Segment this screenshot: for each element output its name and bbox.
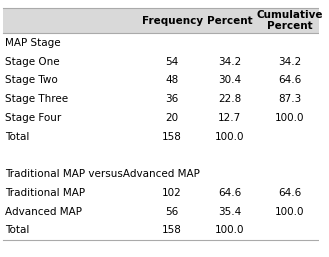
Text: 54: 54 bbox=[165, 57, 179, 67]
Text: 102: 102 bbox=[162, 188, 182, 198]
Text: 48: 48 bbox=[165, 75, 179, 85]
Text: 34.2: 34.2 bbox=[278, 57, 302, 67]
Text: 100.0: 100.0 bbox=[215, 225, 244, 235]
Text: 158: 158 bbox=[162, 225, 182, 235]
Text: Cumulative
Percent: Cumulative Percent bbox=[257, 10, 323, 31]
Text: 64.6: 64.6 bbox=[278, 188, 302, 198]
Text: 34.2: 34.2 bbox=[218, 57, 241, 67]
Text: 64.6: 64.6 bbox=[218, 188, 241, 198]
Text: Advanced MAP: Advanced MAP bbox=[5, 207, 82, 217]
Text: 100.0: 100.0 bbox=[215, 132, 244, 142]
Text: 87.3: 87.3 bbox=[278, 94, 302, 104]
Text: 12.7: 12.7 bbox=[218, 113, 241, 123]
Text: 64.6: 64.6 bbox=[278, 75, 302, 85]
Text: 100.0: 100.0 bbox=[275, 113, 305, 123]
Text: 158: 158 bbox=[162, 132, 182, 142]
Text: 22.8: 22.8 bbox=[218, 94, 241, 104]
Text: Stage Four: Stage Four bbox=[5, 113, 61, 123]
Text: Frequency: Frequency bbox=[141, 16, 203, 25]
Text: Traditional MAP versusAdvanced MAP: Traditional MAP versusAdvanced MAP bbox=[5, 169, 200, 179]
Text: Stage Three: Stage Three bbox=[5, 94, 68, 104]
Text: Total: Total bbox=[5, 132, 29, 142]
Text: 35.4: 35.4 bbox=[218, 207, 241, 217]
Text: Traditional MAP: Traditional MAP bbox=[5, 188, 85, 198]
Text: Percent: Percent bbox=[207, 16, 252, 25]
Text: 30.4: 30.4 bbox=[218, 75, 241, 85]
Text: 100.0: 100.0 bbox=[275, 207, 305, 217]
Text: Stage Two: Stage Two bbox=[5, 75, 58, 85]
Text: 36: 36 bbox=[165, 94, 179, 104]
Text: 56: 56 bbox=[165, 207, 179, 217]
Text: 20: 20 bbox=[165, 113, 179, 123]
Text: Total: Total bbox=[5, 225, 29, 235]
Text: MAP Stage: MAP Stage bbox=[5, 38, 61, 48]
Text: Stage One: Stage One bbox=[5, 57, 60, 67]
